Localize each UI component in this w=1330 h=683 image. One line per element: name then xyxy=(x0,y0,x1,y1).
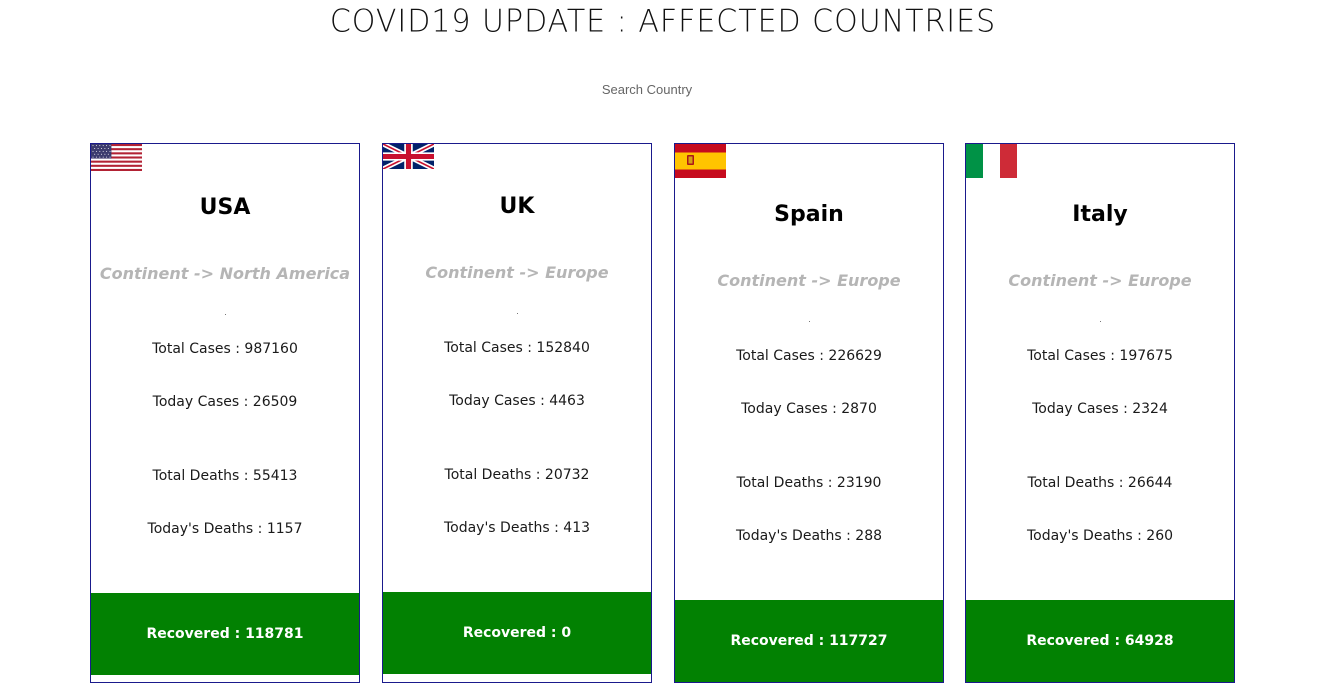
total-cases: Total Cases : 987160 xyxy=(91,341,359,357)
search-input[interactable] xyxy=(545,77,749,101)
recovered-banner: Recovered : 0 xyxy=(383,592,651,674)
today-cases: Today Cases : 2324 xyxy=(966,401,1234,417)
today-deaths: Today's Deaths : 260 xyxy=(966,528,1234,544)
total-cases: Total Cases : 152840 xyxy=(383,340,651,356)
country-name: UK xyxy=(383,194,651,219)
separator-dot xyxy=(517,313,518,314)
continent-label: Continent -> Europe xyxy=(966,271,1234,290)
country-name: USA xyxy=(91,195,359,220)
today-deaths: Today's Deaths : 1157 xyxy=(91,521,359,537)
separator-dot xyxy=(1100,321,1101,322)
country-card-uk: UK Continent -> Europe Total Cases : 152… xyxy=(382,143,652,683)
total-cases: Total Cases : 226629 xyxy=(675,348,943,364)
today-cases: Today Cases : 4463 xyxy=(383,393,651,409)
total-cases: Total Cases : 197675 xyxy=(966,348,1234,364)
continent-label: Continent -> North America xyxy=(91,264,359,283)
page-title: COVID19 UPDATE : AFFECTED COUNTRIES xyxy=(0,3,1326,40)
country-card-usa: USA Continent -> North America Total Cas… xyxy=(90,143,360,683)
today-cases: Today Cases : 26509 xyxy=(91,394,359,410)
recovered-banner: Recovered : 64928 xyxy=(966,600,1234,682)
italy-flag-icon xyxy=(966,144,1017,178)
spain-flag-icon xyxy=(675,144,726,178)
total-deaths: Total Deaths : 23190 xyxy=(675,475,943,491)
separator-dot xyxy=(225,314,226,315)
total-deaths: Total Deaths : 20732 xyxy=(383,467,651,483)
today-deaths: Today's Deaths : 413 xyxy=(383,520,651,536)
country-name: Spain xyxy=(675,202,943,227)
continent-label: Continent -> Europe xyxy=(675,271,943,290)
today-deaths: Today's Deaths : 288 xyxy=(675,528,943,544)
country-card-spain: Spain Continent -> Europe Total Cases : … xyxy=(674,143,944,683)
today-cases: Today Cases : 2870 xyxy=(675,401,943,417)
country-name: Italy xyxy=(966,202,1234,227)
uk-flag-icon xyxy=(383,144,434,169)
separator-dot xyxy=(809,321,810,322)
usa-flag-icon xyxy=(91,144,142,171)
continent-label: Continent -> Europe xyxy=(383,263,651,282)
country-card-italy: Italy Continent -> Europe Total Cases : … xyxy=(965,143,1235,683)
recovered-banner: Recovered : 117727 xyxy=(675,600,943,682)
total-deaths: Total Deaths : 26644 xyxy=(966,475,1234,491)
recovered-banner: Recovered : 118781 xyxy=(91,593,359,675)
total-deaths: Total Deaths : 55413 xyxy=(91,468,359,484)
